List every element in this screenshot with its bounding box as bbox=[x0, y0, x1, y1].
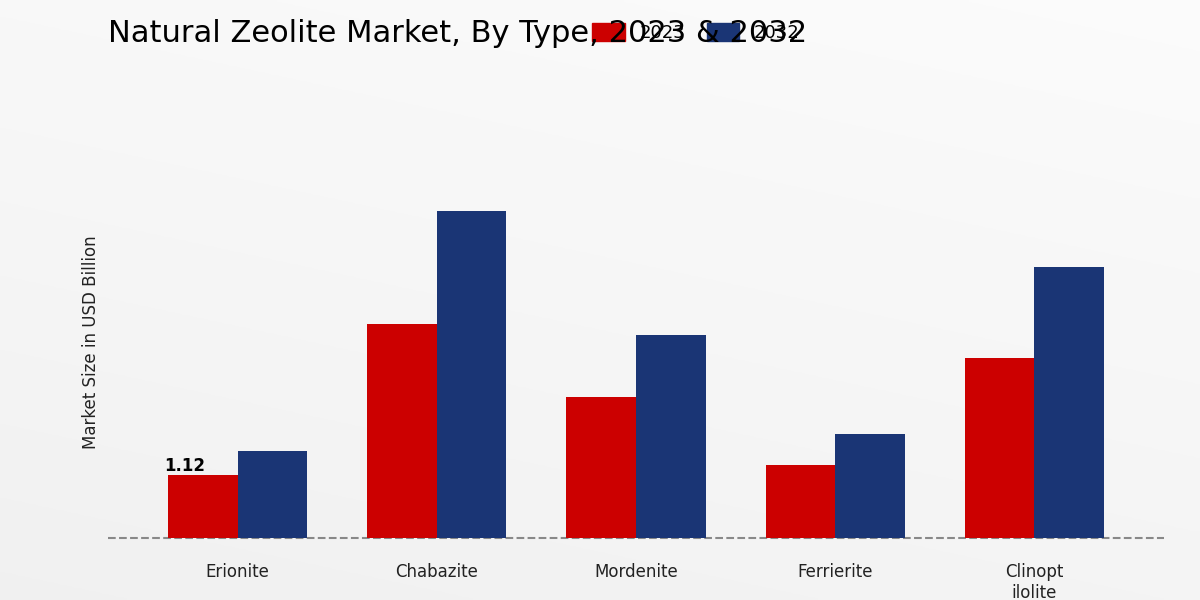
Text: 1.12: 1.12 bbox=[163, 457, 205, 475]
Bar bbox=[238, 451, 307, 538]
Bar bbox=[168, 475, 238, 538]
Bar bbox=[566, 397, 636, 538]
Text: Natural Zeolite Market, By Type, 2023 & 2032: Natural Zeolite Market, By Type, 2023 & … bbox=[108, 19, 808, 48]
Bar bbox=[1034, 268, 1104, 538]
Bar bbox=[636, 335, 706, 538]
Bar bbox=[835, 434, 905, 538]
Bar bbox=[766, 464, 835, 538]
Legend: 2023, 2032: 2023, 2032 bbox=[593, 23, 799, 42]
Bar bbox=[437, 211, 506, 538]
Bar bbox=[965, 358, 1034, 538]
Y-axis label: Market Size in USD Billion: Market Size in USD Billion bbox=[82, 235, 100, 449]
Bar bbox=[367, 323, 437, 538]
